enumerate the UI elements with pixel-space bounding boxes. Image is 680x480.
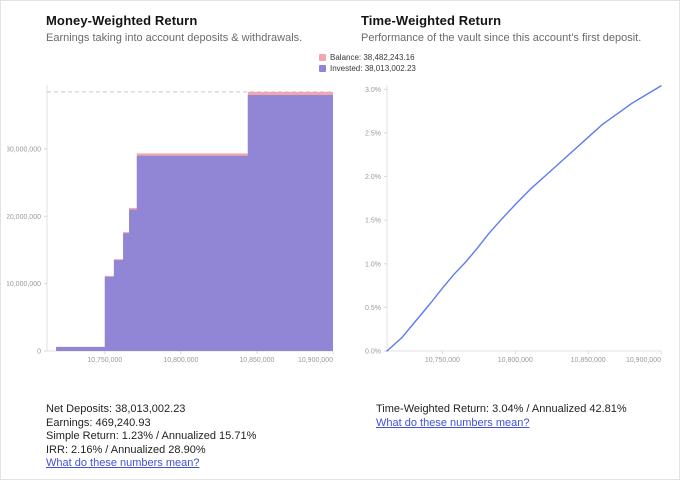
svg-text:0: 0 xyxy=(37,349,41,356)
legend-label-balance: Balance: 38,482,243.16 xyxy=(330,53,415,62)
svg-text:10,900,000: 10,900,000 xyxy=(298,357,333,364)
svg-text:1.5%: 1.5% xyxy=(365,218,381,225)
svg-text:10,900,000: 10,900,000 xyxy=(626,357,661,364)
stat-simple-return: Simple Return: 1.23% / Annualized 15.71% xyxy=(46,430,257,442)
time-weighted-subtitle: Performance of the vault since this acco… xyxy=(361,32,642,44)
time-weighted-help-link[interactable]: What do these numbers mean? xyxy=(376,416,530,429)
balance-swatch-icon xyxy=(319,54,326,61)
stat-time-weighted-return: Time-Weighted Return: 3.04% / Annualized… xyxy=(376,403,627,415)
legend-item-invested: Invested: 38,013,002.23 xyxy=(319,64,416,73)
time-weighted-title: Time-Weighted Return xyxy=(361,13,502,28)
svg-text:10,750,000: 10,750,000 xyxy=(87,357,122,364)
stat-net-deposits: Net Deposits: 38,013,002.23 xyxy=(46,403,186,415)
money-weighted-stats: Net Deposits: 38,013,002.23 Earnings: 46… xyxy=(46,403,256,471)
svg-text:3.0%: 3.0% xyxy=(365,87,381,94)
chart-legend: Balance: 38,482,243.16 Invested: 38,013,… xyxy=(319,53,416,73)
svg-text:10,800,000: 10,800,000 xyxy=(163,357,198,364)
legend-item-balance: Balance: 38,482,243.16 xyxy=(319,53,416,62)
svg-text:30,000,000: 30,000,000 xyxy=(7,146,41,153)
svg-text:0.5%: 0.5% xyxy=(365,305,381,312)
stat-earnings: Earnings: 469,240.93 xyxy=(46,416,151,429)
invested-swatch-icon xyxy=(319,65,326,72)
svg-text:0.0%: 0.0% xyxy=(365,349,381,356)
time-weighted-stats: Time-Weighted Return: 3.04% / Annualized… xyxy=(376,403,627,430)
legend-label-invested: Invested: 38,013,002.23 xyxy=(330,64,416,73)
svg-text:2.5%: 2.5% xyxy=(365,130,381,137)
stat-irr: IRR: 2.16% / Annualized 28.90% xyxy=(46,443,206,456)
money-weighted-chart: 0 10,000,000 20,000,000 30,000,000 10,750,00… xyxy=(7,61,339,373)
svg-text:10,750,000: 10,750,000 xyxy=(425,357,460,364)
time-weighted-chart: 0.0% 0.5% 1.0% 1.5% 2.0% 2.5% 3.0% 10,750,000 10… xyxy=(353,61,669,373)
svg-text:10,850,000: 10,850,000 xyxy=(239,357,274,364)
money-weighted-help-link[interactable]: What do these numbers mean? xyxy=(46,457,200,469)
svg-text:2.0%: 2.0% xyxy=(365,174,381,181)
svg-text:20,000,000: 20,000,000 xyxy=(7,214,41,221)
svg-text:1.0%: 1.0% xyxy=(365,261,381,268)
money-weighted-subtitle: Earnings taking into account deposits & … xyxy=(46,32,303,44)
svg-text:10,800,000: 10,800,000 xyxy=(498,357,533,364)
money-weighted-title: Money-Weighted Return xyxy=(46,13,198,28)
svg-text:10,000,000: 10,000,000 xyxy=(7,281,41,288)
svg-text:10,850,000: 10,850,000 xyxy=(571,357,606,364)
